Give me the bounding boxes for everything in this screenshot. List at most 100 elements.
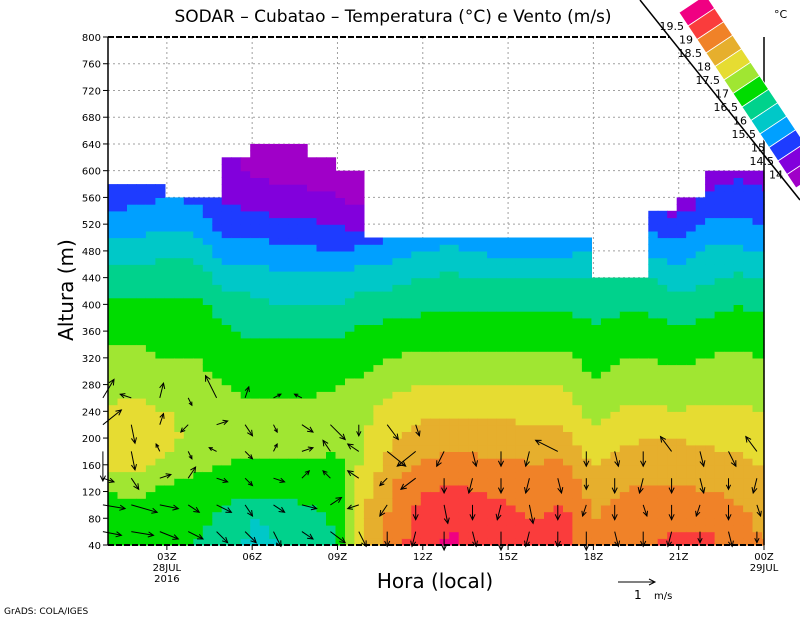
heatmap-cell [240,177,251,185]
heatmap-cell [553,411,564,419]
heatmap-cell [231,444,242,452]
wind-arrow-shaft [159,413,164,425]
heatmap-cell [288,478,299,486]
heatmap-cell [544,397,555,406]
heatmap-cell [316,371,327,379]
heatmap-cell [373,250,384,259]
heatmap-cell [458,498,469,506]
heatmap-cell [307,157,318,165]
heatmap-cell [345,524,356,533]
wind-arrow [130,424,137,445]
heatmap-cell [420,331,431,339]
heatmap-cell [657,311,668,319]
heatmap-cell [572,304,583,312]
heatmap-cell [221,217,232,225]
heatmap-cell [221,498,232,506]
heatmap-cell [733,444,744,452]
heatmap-cell [458,538,469,546]
heatmap-cell [752,511,763,519]
heatmap-cell [373,524,384,533]
heatmap-cell [695,250,706,259]
heatmap-cell [117,217,128,225]
heatmap-cell [695,504,706,513]
heatmap-cell [468,324,479,332]
heatmap-cell [202,511,213,519]
heatmap-cell [278,277,289,285]
heatmap-cell [477,250,488,259]
heatmap-cell [468,317,479,325]
heatmap-cell [477,518,488,526]
heatmap-cell [136,438,147,446]
heatmap-cell [496,424,507,432]
heatmap-cell [316,170,327,178]
heatmap-cell [572,264,583,272]
heatmap-cell [468,297,479,305]
heatmap-cell [752,438,763,446]
heatmap-cell [335,524,346,533]
heatmap-cell [193,511,204,519]
heatmap-cell [695,217,706,225]
heatmap-cell [174,277,185,285]
heatmap-cell [695,404,706,412]
heatmap-cell [638,404,649,412]
heatmap-cell [420,297,431,305]
heatmap-cell [278,471,289,479]
heatmap-cell [326,491,337,499]
heatmap-cell [657,444,668,452]
heatmap-cell [420,511,431,519]
heatmap-cell [572,478,583,486]
heatmap-cell [733,411,744,419]
heatmap-cell [515,357,526,366]
heatmap-cell [752,177,763,185]
heatmap-cell [363,464,374,473]
heatmap-cell [496,484,507,493]
heatmap-cell [155,371,166,379]
heatmap-cell [326,371,337,379]
heatmap-cell [401,391,412,399]
heatmap-cell [563,344,574,352]
heatmap-cell [231,518,242,526]
colorbar-level-label: 16.5 [714,101,739,114]
heatmap-cell [544,471,555,479]
heatmap-cell [600,478,611,486]
heatmap-cell [581,438,592,446]
heatmap-cell [563,471,574,479]
heatmap-cell [676,250,687,259]
heatmap-cell [515,297,526,305]
heatmap-cell [695,291,706,299]
heatmap-cell [420,351,431,359]
heatmap-cell [553,491,564,499]
heatmap-cell [212,337,223,346]
heatmap-cell [449,384,460,392]
heatmap-cell [458,304,469,312]
heatmap-cell [202,438,213,446]
heatmap-cell [506,438,517,446]
heatmap-cell [695,304,706,312]
heatmap-cell [439,431,450,439]
heatmap-cell [316,364,327,372]
heatmap-cell [316,351,327,359]
heatmap-cell [136,451,147,459]
heatmap-cell [345,478,356,486]
heatmap-cell [449,504,460,513]
heatmap-cell [307,364,318,372]
wind-arrow-head [115,531,123,538]
heatmap-cell [117,511,128,519]
heatmap-cell [487,397,498,406]
heatmap-cell [288,291,299,299]
wind-arrow-head [196,533,205,540]
heatmap-cell [316,304,327,312]
heatmap-cell [174,291,185,299]
heatmap-cell [515,484,526,493]
heatmap-cell [544,478,555,486]
heatmap-cell [250,531,261,539]
heatmap-cell [563,424,574,432]
wind-arrow-head [307,533,314,540]
heatmap-cell [449,291,460,299]
heatmap-cell [610,344,621,352]
heatmap-cell [648,404,659,412]
heatmap-cell [155,458,166,466]
heatmap-cell [648,277,659,285]
heatmap-cell [449,344,460,352]
heatmap-cell [392,270,403,279]
